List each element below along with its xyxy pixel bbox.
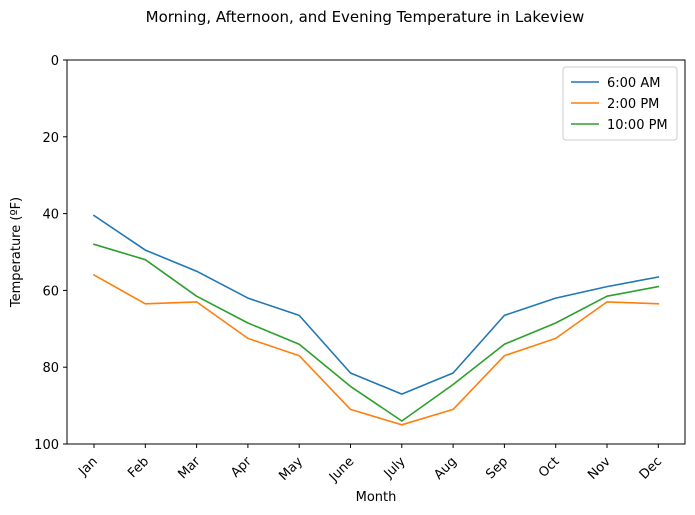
legend: 6:00 AM 2:00 PM 10:00 PM <box>562 66 678 141</box>
y-tick-label: 0 <box>51 54 59 69</box>
y-axis: 0 20 40 60 80 100 <box>34 54 67 453</box>
series-line-1 <box>92 214 660 395</box>
series-line-2 <box>92 273 660 426</box>
plot-content <box>92 214 660 426</box>
legend-label-2: 2:00 PM <box>607 97 659 112</box>
legend-box <box>562 66 678 141</box>
y-tick-label: 100 <box>34 438 59 453</box>
plot-frame <box>66 59 686 445</box>
y-axis-title: Temperature (ºF) <box>9 197 24 308</box>
y-tick-label: 20 <box>42 131 59 146</box>
legend-label-3: 10:00 PM <box>607 118 668 133</box>
chart-title: Morning, Afternoon, and Evening Temperat… <box>146 8 585 26</box>
legend-label-1: 6:00 AM <box>607 76 660 91</box>
series-line-3 <box>93 243 660 422</box>
y-tick-label: 40 <box>42 208 59 223</box>
y-tick-label: 80 <box>42 361 59 376</box>
x-axis-title: Month <box>356 490 397 505</box>
y-tick-label: 60 <box>42 284 59 299</box>
